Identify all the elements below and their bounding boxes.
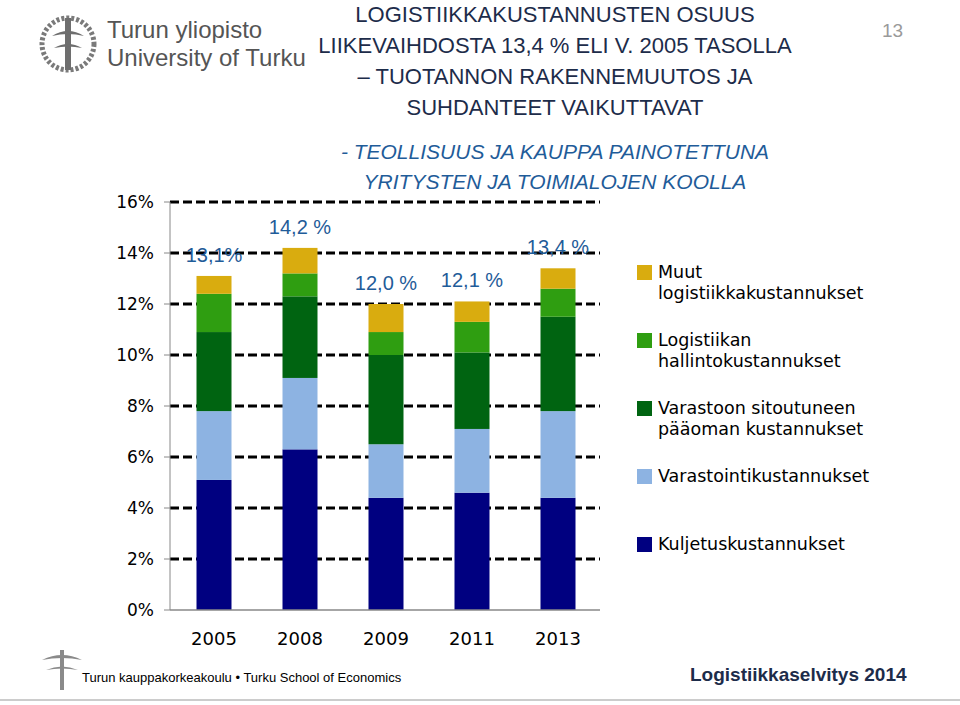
x-axis-line xyxy=(170,609,600,611)
bar-segment xyxy=(541,289,576,317)
bar-segment xyxy=(283,378,318,449)
bar-segment xyxy=(455,429,490,493)
y-tick xyxy=(164,406,170,407)
bar-segment xyxy=(455,322,490,353)
legend-label: Kuljetuskustannukset xyxy=(658,534,886,555)
bar-segment xyxy=(197,276,232,294)
logo-ring xyxy=(42,18,94,70)
legend-label: Varastoon sitoutuneen pääoman kustannuks… xyxy=(658,398,886,440)
y-tick-label: 8% xyxy=(127,396,154,416)
y-tick-label: 16% xyxy=(116,192,154,212)
y-tick xyxy=(164,304,170,305)
bars xyxy=(197,248,576,610)
y-axis-line xyxy=(170,202,171,610)
title: LOGISTIIKKAKUSTANNUSTEN OSUUS xyxy=(250,2,860,28)
y-tick xyxy=(164,253,170,254)
page-number: 13 xyxy=(882,20,903,42)
footer-report: Logistiikkaselvitys 2014 xyxy=(690,664,907,686)
bar-segment xyxy=(369,355,404,444)
bar-segment xyxy=(197,332,232,411)
title: LIIKEVAIHDOSTA 13,4 % ELI V. 2005 TASOLL… xyxy=(250,33,860,59)
bar-segment xyxy=(283,296,318,378)
bar-segment xyxy=(541,317,576,411)
bar-segment xyxy=(455,352,490,429)
legend-label: Muut logistiikkakustannukset xyxy=(658,262,886,304)
bar-segment xyxy=(197,480,232,610)
subtitle: - TEOLLISUUS JA KAUPPA PAINOTETTUNA xyxy=(250,140,860,164)
logo-wing xyxy=(54,44,82,48)
logo-text: Turun yliopisto xyxy=(107,16,262,44)
bar-segment xyxy=(541,268,576,288)
y-tick-label: 12% xyxy=(116,294,154,314)
y-tick-label: 0% xyxy=(127,600,154,620)
grid: 0% 2% 4% 6% 8% 10% 12% 14% 16% xyxy=(116,192,600,620)
x-tick-label: 2013 xyxy=(535,628,581,649)
bar-segment xyxy=(455,493,490,610)
bar-segment xyxy=(455,301,490,321)
bar-segment xyxy=(369,304,404,332)
logo-emblem xyxy=(42,18,94,70)
x-tick-label: 2009 xyxy=(363,628,409,649)
footer-emblem xyxy=(42,650,82,690)
legend-swatch xyxy=(637,333,652,348)
bar-segment xyxy=(369,444,404,498)
bar-segment xyxy=(541,411,576,498)
grid-line xyxy=(170,201,600,204)
y-tick xyxy=(164,508,170,509)
total-label: 12,0 % xyxy=(355,272,417,294)
footer-text: Turun kauppakorkeakoulu • Turku School o… xyxy=(82,670,401,685)
legend-swatch xyxy=(637,401,652,416)
bar-segment xyxy=(283,449,318,610)
footer-rule xyxy=(0,699,960,701)
footer-wing xyxy=(42,655,82,660)
slide: 0% 2% 4% 6% 8% 10% 12% 14% 16% 2005 2008 2009 2011 20… xyxy=(0,0,960,705)
bar-segment xyxy=(197,294,232,332)
x-tick-label: 2011 xyxy=(449,628,495,649)
y-tick-label: 4% xyxy=(127,498,154,518)
y-tick xyxy=(164,457,170,458)
bar-segment xyxy=(369,332,404,355)
logo-text: University of Turku xyxy=(107,44,306,72)
y-tick xyxy=(164,559,170,560)
y-tick xyxy=(164,202,170,203)
legend-swatch xyxy=(637,537,652,552)
bar-segment xyxy=(283,273,318,296)
y-tick-label: 2% xyxy=(127,549,154,569)
total-label: 13,4 % xyxy=(527,236,589,258)
legend-swatch xyxy=(637,265,652,280)
y-tick xyxy=(164,355,170,356)
title: – TUOTANNON RAKENNEMUUTOS JA xyxy=(250,64,860,90)
x-tick-label: 2008 xyxy=(277,628,323,649)
y-tick-label: 10% xyxy=(116,345,154,365)
total-label: 14,2 % xyxy=(269,216,331,238)
y-tick-label: 6% xyxy=(127,447,154,467)
legend-label: Logistiikan hallintokustannukset xyxy=(658,330,886,372)
title: SUHDANTEET VAIKUTTAVAT xyxy=(250,95,860,121)
chart: 0% 2% 4% 6% 8% 10% 12% 14% 16% 2005 2008 2009 2011 20… xyxy=(116,192,600,649)
bar-segment xyxy=(369,498,404,610)
y-tick-label: 14% xyxy=(116,243,154,263)
y-tick xyxy=(164,610,170,611)
bar-segment xyxy=(283,248,318,274)
legend-swatch xyxy=(637,469,652,484)
subtitle: YRITYSTEN JA TOIMIALOJEN KOOLLA xyxy=(250,170,860,194)
total-label: 13,1% xyxy=(186,244,243,266)
logo-wing xyxy=(52,31,84,36)
total-label: 12,1 % xyxy=(441,269,503,291)
legend-label: Varastointikustannukset xyxy=(658,466,886,487)
bar-segment xyxy=(197,411,232,480)
x-tick-label: 2005 xyxy=(191,628,237,649)
footer-wing xyxy=(46,667,78,671)
bar-segment xyxy=(541,498,576,610)
